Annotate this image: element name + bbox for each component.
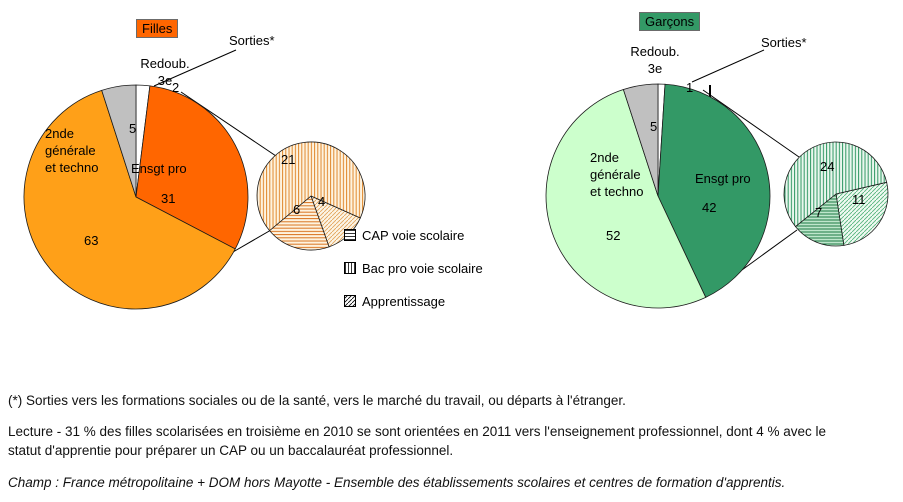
legend-item-cap: CAP voie scolaire	[344, 226, 483, 244]
legend-item-apprentissage: Apprentissage	[344, 292, 483, 310]
pie-filles-detail-slice-bac-pro-voie-scolaire	[256, 141, 366, 232]
garcons-sorties-label: Sorties*	[761, 35, 807, 50]
pie-filles-main-slice-2nde-generale-et-techno	[23, 89, 236, 310]
pie-garcons-detail-slice-cap-voie-scolaire	[794, 193, 845, 247]
pie-garcons-detail-slice-apprentissage	[835, 181, 889, 246]
pie-garcons-detail	[783, 141, 889, 247]
filles-sorties-label: Sorties*	[229, 33, 275, 48]
filles-apprentissage-value: 4	[318, 194, 326, 209]
filles-redoub-value: 5	[129, 121, 137, 136]
garcons-cap-value: 7	[815, 205, 823, 220]
pie-filles-detail-slice-cap-voie-scolaire	[268, 195, 330, 251]
pie-garcons-detail-slice-bac-pro-voie-scolaire	[783, 141, 888, 228]
legend-label-apprentissage: Apprentissage	[362, 293, 446, 309]
apprentissage-pattern-swatch	[344, 295, 356, 307]
legend: CAP voie scolaire Bac pro voie scolaire …	[344, 226, 483, 325]
garcons-redoub-value: 5	[650, 119, 658, 134]
filles-seconde-label: 2nde générale et techno	[45, 126, 99, 175]
pie-garcons-main-slice-redoub-3e	[622, 83, 659, 197]
garcons-ensgt-label: Ensgt pro	[695, 171, 751, 186]
cap-pattern-swatch	[344, 229, 356, 241]
legend-item-bacpro: Bac pro voie scolaire	[344, 259, 483, 277]
garcons-explode-line-top	[702, 89, 800, 158]
garcons-redoub-label: Redoub. 3e	[630, 44, 680, 76]
pie-garcons-main	[545, 83, 771, 309]
pie-garcons-main-slice-2nde-generale-et-techno	[545, 88, 707, 309]
filles-bacpro-value: 21	[281, 152, 296, 167]
filles-cap-value: 6	[293, 202, 301, 217]
footnote-sorties: (*) Sorties vers les formations sociales…	[8, 393, 626, 408]
legend-label-bacpro: Bac pro voie scolaire	[362, 260, 483, 276]
filles-explode-line-bottom	[232, 229, 272, 253]
bacpro-pattern-swatch	[344, 262, 356, 274]
garcons-sorties-leader-line	[691, 49, 765, 83]
filles-title-badge: Filles	[136, 19, 179, 38]
filles-ensgt-value: 31	[161, 191, 176, 206]
garcons-sorties-value: 1	[686, 80, 694, 95]
legend-label-cap: CAP voie scolaire	[362, 227, 465, 243]
filles-sorties-value: 2	[172, 80, 180, 95]
pie-filles-main-slice-ensgt-pro	[135, 85, 249, 250]
garcons-seconde-label: 2nde générale et techno	[590, 150, 644, 199]
pie-filles-main	[23, 84, 249, 310]
filles-seconde-value: 63	[84, 233, 99, 248]
chart-canvas	[23, 49, 889, 310]
garcons-title-badge: Garçons	[639, 12, 701, 31]
filles-sorties-leader-line	[153, 49, 237, 87]
garcons-seconde-value: 52	[606, 228, 621, 243]
garcons-apprentissage-value: 11	[852, 192, 866, 207]
filles-redoub-label: Redoub. 3e	[140, 56, 190, 88]
footnote-lecture: Lecture - 31 % des filles scolarisées en…	[8, 424, 827, 458]
filles-ensgt-label: Ensgt pro	[131, 161, 187, 176]
pie-garcons-main-slice-ensgt-pro	[657, 83, 771, 298]
pie-filles-main-slice-redoub-3e	[101, 84, 137, 198]
garcons-ensgt-value: 42	[702, 200, 717, 215]
footnote-champ: Champ : France métropolitaine + DOM hors…	[8, 475, 786, 490]
garcons-bacpro-value: 24	[820, 159, 835, 174]
